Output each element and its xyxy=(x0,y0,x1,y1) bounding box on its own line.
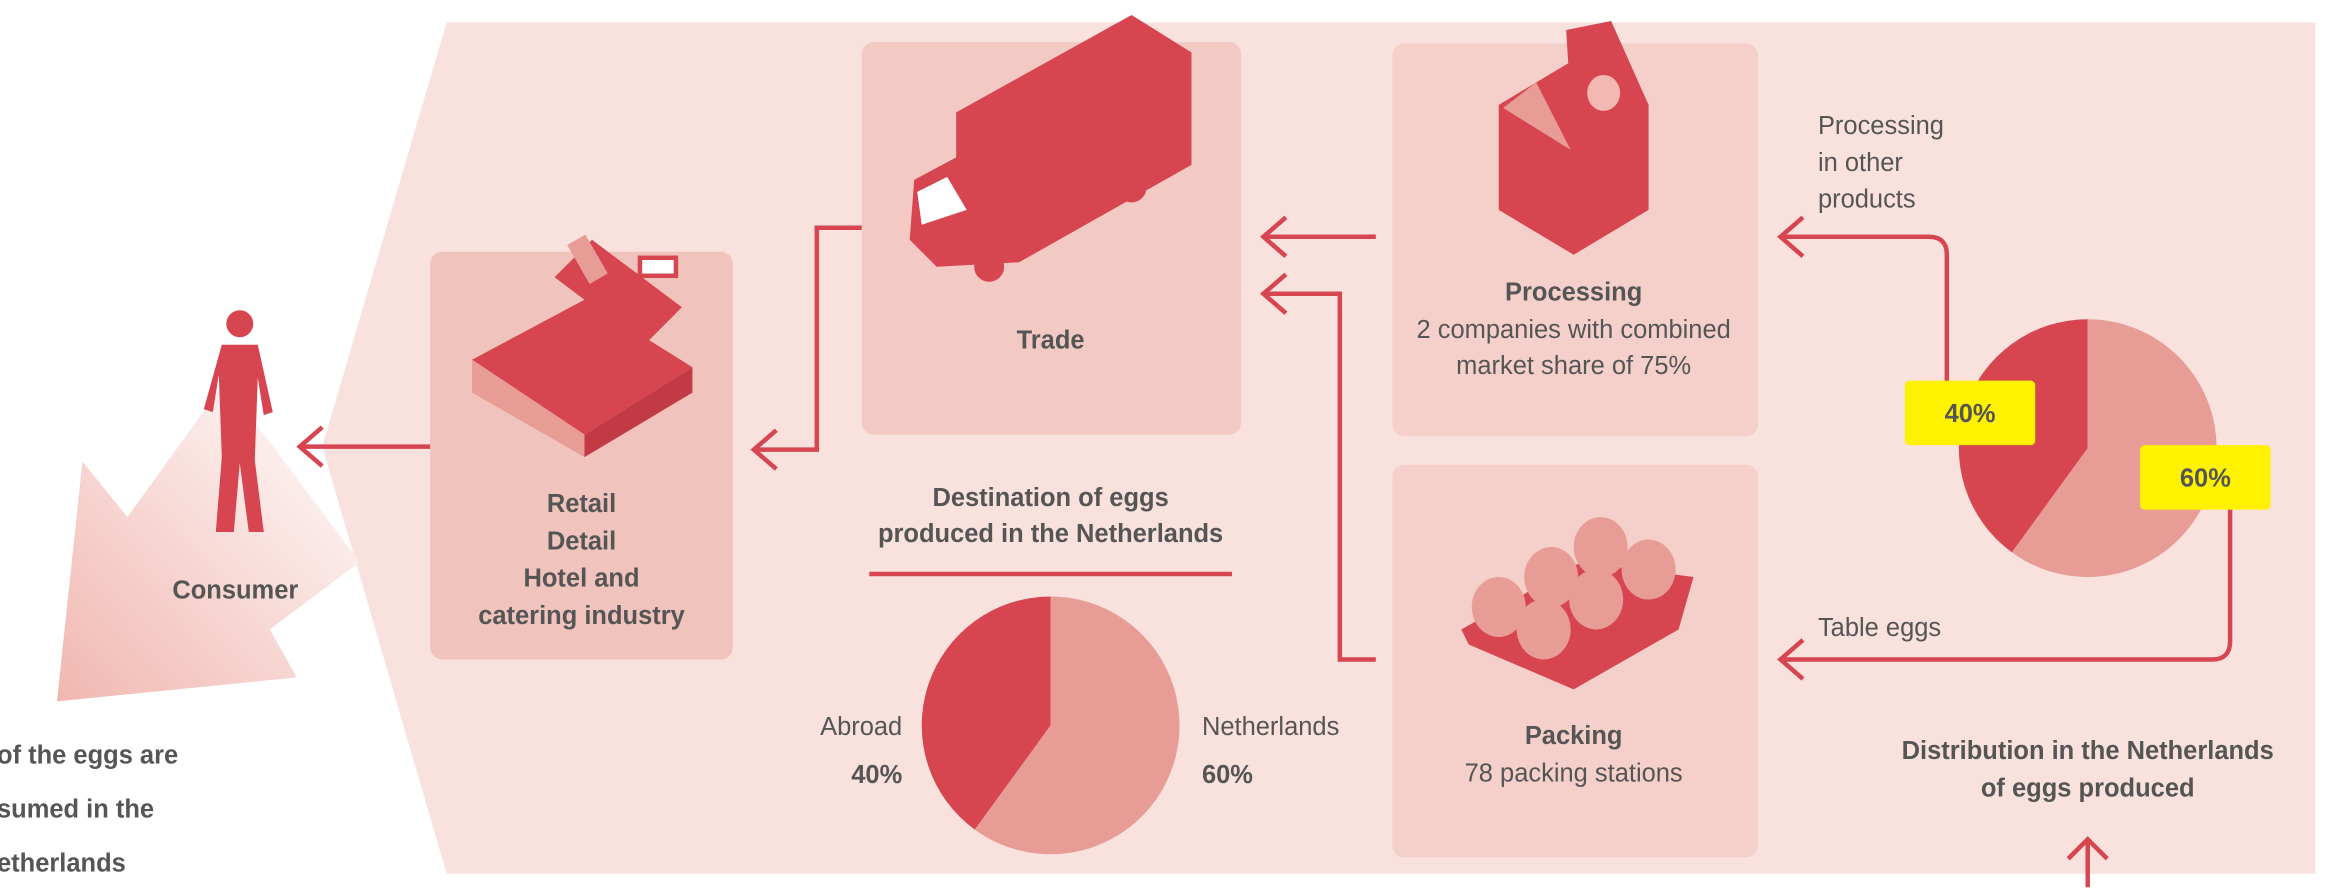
label-highlight xyxy=(1904,380,2036,446)
processing-arrow-label: Processing xyxy=(1818,112,1944,140)
retail-line: catering industry xyxy=(478,602,685,630)
distribution-title: of eggs produced xyxy=(1981,775,2195,803)
label-highlight xyxy=(2140,445,2271,510)
flow-arrows xyxy=(296,215,2233,888)
slice-label: 40% xyxy=(1945,400,1996,428)
processing-title: Processing xyxy=(1505,278,1642,306)
destination-title: produced in the Netherlands xyxy=(878,520,1223,548)
footnote-line: of the eggs are xyxy=(0,742,178,770)
retail-line: Detail xyxy=(547,527,616,555)
carton-icon xyxy=(1498,20,1649,255)
egg-tray-icon xyxy=(1461,517,1694,690)
slice-label: 60% xyxy=(1202,761,1253,789)
retail-line: Retail xyxy=(547,490,616,518)
processing-line: market share of 75% xyxy=(1456,352,1691,380)
packing-title: Packing xyxy=(1525,722,1623,750)
table-eggs-label: Table eggs xyxy=(1818,614,1941,642)
distribution-title: Distribution in the Netherlands xyxy=(1902,737,2274,765)
retail-line: Hotel and xyxy=(523,565,639,593)
slice-label: 40% xyxy=(851,761,902,789)
consumer-label: Consumer xyxy=(172,577,298,605)
packing-text: 78 packing stations xyxy=(1465,760,1683,788)
pie-slice xyxy=(974,596,1180,855)
truck-icon xyxy=(909,14,1192,282)
processing-arrow-label: in other xyxy=(1818,149,1903,177)
processing-arrow-label: products xyxy=(1818,186,1916,214)
pie-slice xyxy=(921,596,1051,830)
slice-label: 60% xyxy=(2180,464,2231,492)
slice-name: Abroad xyxy=(820,713,902,741)
consumer-arrow xyxy=(56,382,360,702)
trade-label: Trade xyxy=(1017,326,1085,354)
register-icon xyxy=(472,234,693,458)
footnote-line: etherlands xyxy=(0,849,126,877)
pie-slice xyxy=(2011,319,2217,578)
footnote-line: sumed in the xyxy=(0,796,154,824)
destination-title: Destination of eggs xyxy=(932,484,1168,512)
slice-name: Netherlands xyxy=(1202,713,1339,741)
person-icon xyxy=(203,310,273,533)
processing-line: 2 companies with combined xyxy=(1417,316,1731,344)
